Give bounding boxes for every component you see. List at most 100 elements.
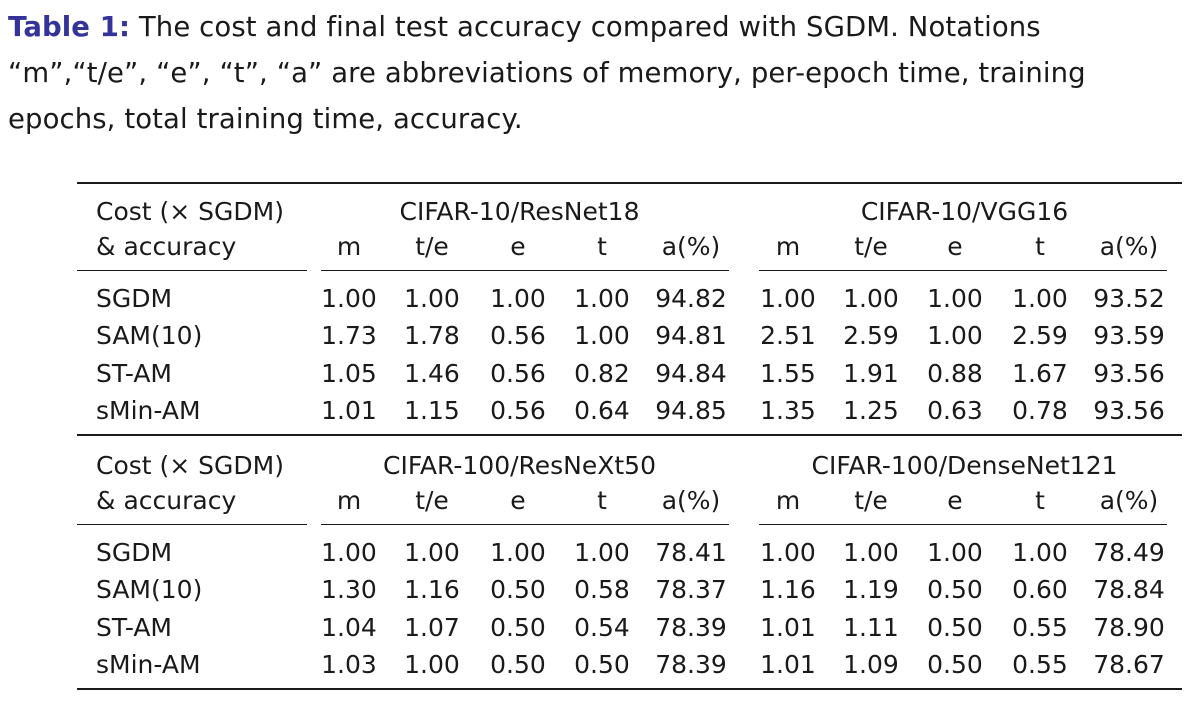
table-cell: 94.85 (655, 395, 727, 425)
cmidrule-group-1 (321, 524, 729, 526)
group-header: CIFAR-100/DenseNet121 (811, 451, 1118, 480)
table-cell: 0.56 (490, 321, 546, 351)
table-cell: 1.46 (404, 358, 460, 388)
table-cell: 1.01 (760, 612, 816, 642)
cmidrule-group-1 (321, 270, 729, 272)
table-cell: 1.00 (1012, 284, 1068, 313)
table-cell: 0.88 (927, 358, 983, 388)
cmidrule-group-2 (759, 270, 1167, 272)
table-cell: 94.82 (655, 284, 727, 313)
header-accuracy: & accuracy (96, 486, 237, 515)
table-cell: 1.00 (927, 321, 983, 351)
table-cell: 1.09 (843, 649, 899, 679)
table-cell: 0.63 (927, 395, 983, 425)
table-cell: 78.49 (1093, 538, 1165, 567)
caption-label: Table 1: (8, 11, 131, 43)
table-cell: 0.60 (1012, 575, 1068, 605)
group-header: CIFAR-100/ResNeXt50 (382, 451, 656, 480)
header-underline (77, 270, 307, 272)
method-name: ST-AM (96, 612, 172, 642)
header-underline (77, 524, 307, 526)
caption-text: The cost and final test accuracy compare… (8, 11, 1086, 135)
table-cell: 1.00 (843, 284, 899, 313)
column-header: a(%) (661, 486, 721, 515)
table-cell: 1.11 (843, 612, 899, 642)
table-cell: 78.39 (655, 649, 727, 679)
table-cell: 1.00 (490, 284, 546, 313)
table-cell: 0.54 (574, 612, 630, 642)
table-cell: 1.16 (760, 575, 816, 605)
table-cell: 1.35 (760, 395, 816, 425)
top-rule (77, 182, 1182, 184)
column-header: t/e (415, 232, 449, 261)
table-cell: 1.00 (843, 538, 899, 567)
table-cell: 0.58 (574, 575, 630, 605)
table-cell: 1.01 (321, 395, 377, 425)
table-cell: 1.00 (404, 284, 460, 313)
method-name: sMin-AM (96, 649, 201, 679)
table-cell: 1.78 (404, 321, 460, 351)
table-cell: 78.67 (1093, 649, 1165, 679)
table-cell: 78.39 (655, 612, 727, 642)
table-cell: 0.55 (1012, 649, 1068, 679)
column-header: t (1035, 232, 1045, 261)
table-cell: 1.00 (574, 538, 630, 567)
column-header: t/e (854, 486, 888, 515)
table-cell: 93.56 (1093, 358, 1165, 388)
table-cell: 1.00 (321, 538, 377, 567)
table-cell: 1.73 (321, 321, 377, 351)
column-header: t (597, 486, 607, 515)
table-cell: 1.00 (574, 284, 630, 313)
table-cell: 1.00 (321, 284, 377, 313)
mid-rule (77, 434, 1182, 436)
table-cell: 1.00 (760, 538, 816, 567)
table-cell: 0.56 (490, 395, 546, 425)
table-cell: 78.37 (655, 575, 727, 605)
method-name: SGDM (96, 284, 173, 313)
method-name: ST-AM (96, 358, 172, 388)
column-header: m (775, 232, 801, 261)
column-header: e (947, 232, 963, 261)
header-cost: Cost (× SGDM) (96, 451, 284, 480)
table-cell: 0.55 (1012, 612, 1068, 642)
table-cell: 94.84 (655, 358, 727, 388)
column-header: t/e (415, 486, 449, 515)
table-cell: 93.56 (1093, 395, 1165, 425)
table-cell: 0.56 (490, 358, 546, 388)
table-cell: 0.82 (574, 358, 630, 388)
column-header: m (336, 232, 362, 261)
table-cell: 0.50 (490, 575, 546, 605)
table-cell: 1.00 (927, 284, 983, 313)
table-cell: 1.19 (843, 575, 899, 605)
column-header: e (510, 486, 526, 515)
table-cell: 2.51 (760, 321, 816, 351)
column-header: a(%) (1099, 232, 1159, 261)
column-header: t/e (854, 232, 888, 261)
table-cell: 0.50 (490, 612, 546, 642)
table-cell: 0.50 (490, 649, 546, 679)
column-header: t (597, 232, 607, 261)
table-cell: 1.00 (574, 321, 630, 351)
table-cell: 0.50 (927, 575, 983, 605)
table-cell: 93.52 (1093, 284, 1165, 313)
bottom-rule (77, 688, 1182, 690)
column-header: t (1035, 486, 1045, 515)
table-cell: 1.03 (321, 649, 377, 679)
results-table: Cost (× SGDM) & accuracy CIFAR-10/ResNet18… (77, 182, 1182, 692)
table-cell: 1.67 (1012, 358, 1068, 388)
column-header: a(%) (661, 232, 721, 261)
table-cell: 1.05 (321, 358, 377, 388)
table-cell: 78.84 (1093, 575, 1165, 605)
table-cell: 0.64 (574, 395, 630, 425)
method-name: SGDM (96, 538, 173, 567)
table-cell: 1.00 (404, 649, 460, 679)
table-cell: 78.41 (655, 538, 727, 567)
table-cell: 1.01 (760, 649, 816, 679)
table-cell: 1.91 (843, 358, 899, 388)
table-cell: 1.30 (321, 575, 377, 605)
header-cost: Cost (× SGDM) (96, 197, 284, 226)
group-header: CIFAR-10/VGG16 (860, 197, 1069, 226)
column-header: e (947, 486, 963, 515)
table-caption: Table 1: The cost and final test accurac… (8, 4, 1188, 142)
table-cell: 1.16 (404, 575, 460, 605)
